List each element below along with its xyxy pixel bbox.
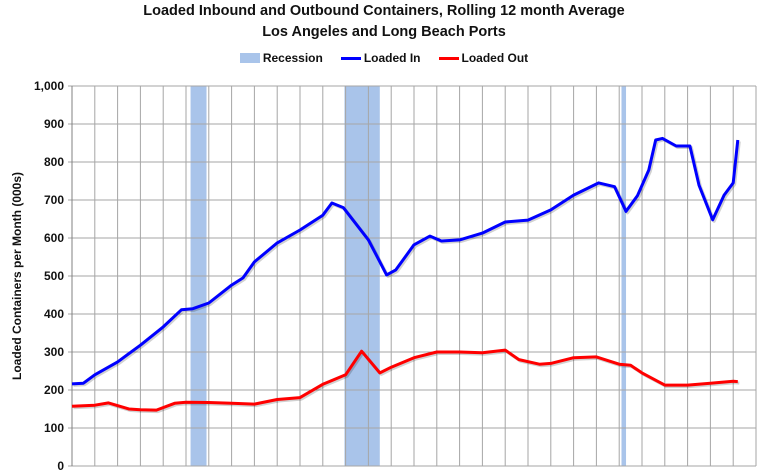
legend-label: Loaded Out bbox=[461, 51, 529, 65]
y-tick-label: 300 bbox=[44, 345, 64, 359]
legend-swatch-loaded-out bbox=[438, 56, 459, 60]
series-line-loaded-in bbox=[71, 136, 740, 386]
y-tick-label: 1,000 bbox=[34, 79, 64, 93]
y-tick-label: 200 bbox=[44, 383, 64, 397]
series-line-loaded-out bbox=[71, 348, 738, 412]
y-tick-label: 800 bbox=[44, 155, 64, 169]
legend-swatch-recession bbox=[239, 53, 260, 63]
legend-label: Recession bbox=[262, 51, 323, 65]
chart-title: Loaded Inbound and Outbound Containers, … bbox=[143, 3, 625, 19]
series-shadow bbox=[73, 138, 741, 387]
legend-label: Loaded In bbox=[363, 51, 421, 65]
y-tick-label: 400 bbox=[44, 307, 64, 321]
y-tick-label: 0 bbox=[57, 459, 64, 471]
chart-subtitle: Los Angeles and Long Beach Ports bbox=[262, 24, 506, 40]
legend-item-recession: Recession bbox=[239, 51, 323, 65]
legend-swatch-loaded-in bbox=[340, 56, 361, 60]
legend-item-loaded-out: Loaded Out bbox=[438, 51, 529, 65]
y-tick-label: 600 bbox=[44, 231, 64, 245]
y-tick-label: 500 bbox=[44, 269, 64, 283]
legend-item-loaded-in: Loaded In bbox=[340, 51, 421, 65]
legend: Recession Loaded In Loaded Out bbox=[0, 51, 768, 65]
y-tick-label: 700 bbox=[44, 193, 64, 207]
y-tick-label: 900 bbox=[44, 117, 64, 131]
y-axis-label: Loaded Containers per Month (000s) bbox=[10, 172, 24, 380]
y-tick-label: 100 bbox=[44, 421, 64, 435]
